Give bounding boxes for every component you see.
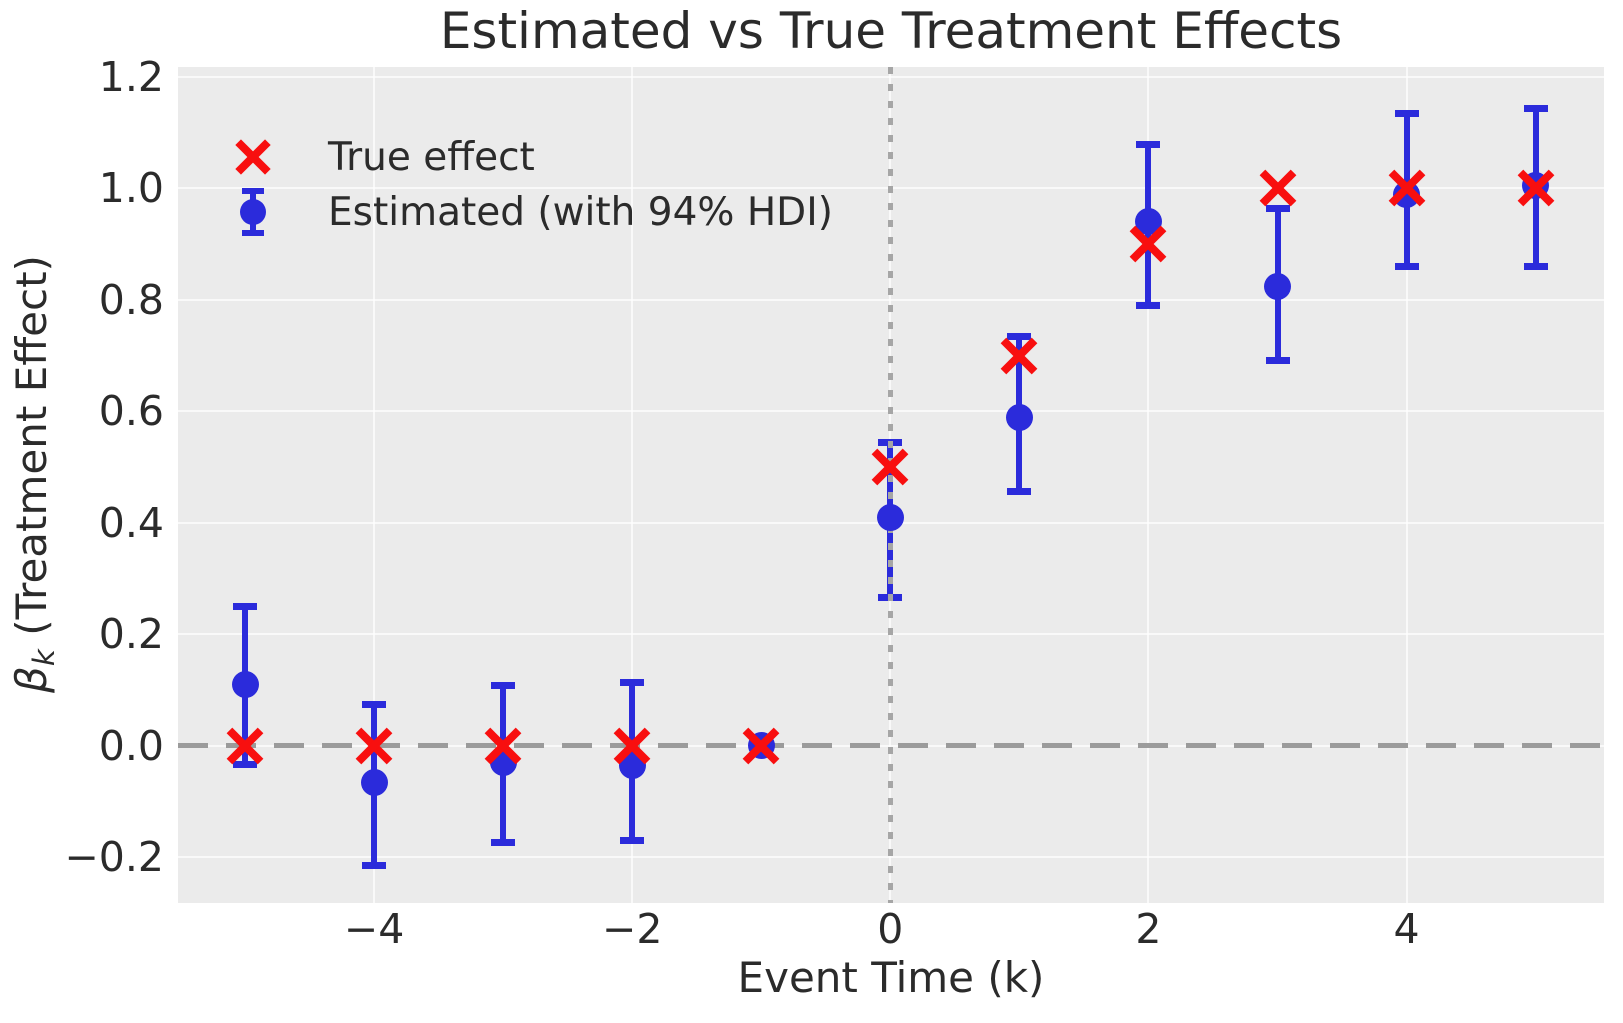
error-bar-cap-bottom (620, 836, 645, 844)
true-effect-marker (355, 727, 393, 765)
true-effect-marker (742, 727, 780, 765)
y-tick-label: 1.0 (98, 164, 164, 213)
errorbar-marker-icon (236, 188, 270, 236)
estimated-point (876, 503, 904, 531)
y-tick-label: 0.6 (98, 387, 164, 436)
event-time-zero-dotted-line (887, 67, 893, 903)
error-bar-cap-top (491, 681, 516, 689)
legend-item-estimated: Estimated (with 94% HDI) (236, 186, 833, 238)
gridline-x-2 (1147, 67, 1150, 903)
x-tick-label: 4 (1393, 905, 1420, 953)
true-effect-marker (226, 727, 264, 765)
plot-area: True effect Estimated (with 94% HDI) (178, 67, 1604, 903)
estimated-point (1005, 403, 1033, 431)
true-effect-marker (1130, 225, 1167, 263)
y-tick-label: −0.2 (64, 833, 164, 882)
legend-item-true-effect: True effect (235, 131, 535, 183)
error-bar-cap-bottom (362, 861, 387, 869)
error-bar-cap-bottom (1523, 262, 1548, 270)
error-bar-cap-bottom (1136, 301, 1161, 309)
true-effect-marker (484, 727, 522, 765)
error-bar-cap-top (1136, 140, 1161, 148)
estimated-point (1264, 272, 1291, 300)
gridline-x--4 (373, 67, 376, 903)
y-tick-label: 0.8 (98, 275, 164, 324)
error-bar-cap-top (1394, 110, 1419, 118)
error-bar-cap-top (233, 603, 258, 611)
error-bar-cap-bottom (233, 761, 258, 769)
error-bar-cap-top (1523, 104, 1548, 112)
x-tick-label: −2 (602, 905, 663, 953)
estimated-point (231, 671, 259, 699)
error-bar-cap-top (620, 678, 645, 686)
x-tick-label: −4 (343, 905, 405, 953)
true-effect-marker (871, 448, 909, 486)
gridline-x--2 (631, 67, 634, 903)
true-effect-marker (1001, 337, 1038, 375)
true-effect-marker (1259, 170, 1296, 207)
x-axis-label: Event Time (k) (737, 953, 1045, 1002)
beta-symbol: β (7, 666, 56, 693)
error-bar-cap-top (362, 701, 387, 709)
y-tick-label: 0.0 (98, 721, 164, 770)
true-effect-marker (1517, 170, 1554, 207)
error-bar-cap-top (1007, 333, 1032, 341)
x-marker-icon (235, 139, 271, 175)
true-effect-marker (1388, 170, 1425, 207)
x-tick-label: 2 (1135, 905, 1162, 953)
gridline-x-4 (1405, 67, 1408, 903)
true-effect-marker (613, 727, 651, 765)
legend-label-true-effect: True effect (328, 134, 535, 180)
error-bar-cap-bottom (1007, 488, 1032, 496)
error-bar-cap-bottom (1265, 357, 1290, 365)
chart-title: Estimated vs True Treatment Effects (439, 2, 1343, 60)
error-bar-cap-bottom (491, 839, 516, 847)
y-tick-label: 0.2 (98, 610, 164, 659)
x-tick-label: 0 (877, 905, 904, 953)
y-tick-label: 1.2 (98, 53, 164, 102)
legend-label-estimated: Estimated (with 94% HDI) (328, 189, 833, 235)
estimated-point (360, 768, 388, 796)
y-tick-label: 0.4 (98, 498, 164, 547)
error-bar-cap-bottom (1394, 262, 1419, 270)
error-bar-cap-top (1265, 205, 1290, 212)
